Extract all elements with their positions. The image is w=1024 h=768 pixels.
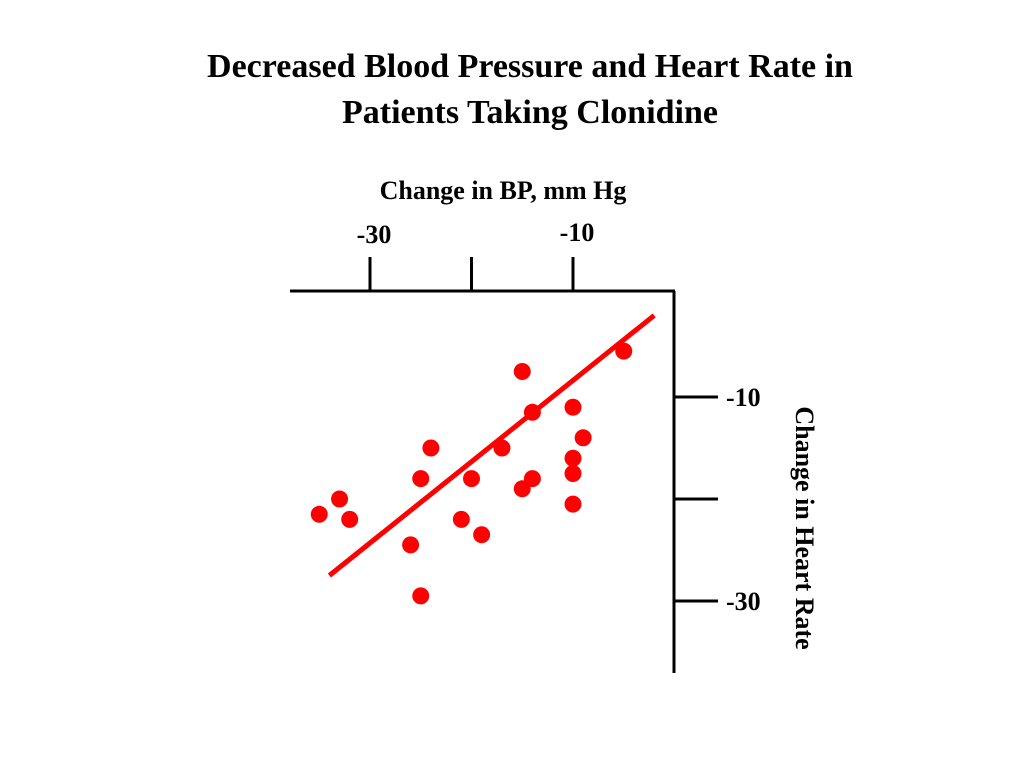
data-point bbox=[412, 470, 430, 488]
data-point bbox=[513, 480, 531, 498]
x-tick-label: -30 bbox=[357, 220, 392, 249]
axes bbox=[290, 289, 676, 673]
data-point bbox=[310, 505, 328, 523]
data-point bbox=[513, 363, 531, 380]
trendline bbox=[327, 313, 656, 578]
data-point bbox=[341, 510, 359, 528]
data-point bbox=[523, 403, 541, 421]
data-point bbox=[422, 439, 440, 457]
chart-title: Decreased Blood Pressure and Heart Rate … bbox=[0, 44, 1024, 136]
data-point bbox=[564, 465, 582, 482]
data-point bbox=[473, 526, 491, 544]
data-point bbox=[331, 490, 349, 508]
data-point bbox=[493, 439, 511, 457]
data-point bbox=[564, 449, 582, 467]
y-tick-label: -30 bbox=[726, 587, 761, 616]
chart-title-line-2: Patients Taking Clonidine bbox=[341, 94, 718, 131]
data-point bbox=[615, 342, 633, 360]
data-point bbox=[574, 429, 592, 447]
data-point bbox=[564, 495, 582, 513]
data-point bbox=[463, 470, 480, 488]
data-point bbox=[412, 587, 430, 605]
trendline-group bbox=[327, 313, 656, 578]
x-tick-label: -10 bbox=[560, 218, 595, 247]
x-axis-title: Change in BP, mm Hg bbox=[380, 176, 627, 205]
y-axis-title: Change in Heart Rate bbox=[790, 406, 819, 649]
ticks bbox=[368, 257, 718, 603]
chart-title-line-1: Decreased Blood Pressure and Heart Rate … bbox=[207, 48, 853, 85]
data-points bbox=[310, 342, 633, 605]
data-point bbox=[564, 398, 582, 416]
tick-labels: -30 -10 -10 -30 bbox=[357, 218, 761, 616]
data-point bbox=[402, 536, 420, 554]
y-tick-label: -10 bbox=[726, 383, 761, 412]
data-point bbox=[452, 510, 470, 528]
